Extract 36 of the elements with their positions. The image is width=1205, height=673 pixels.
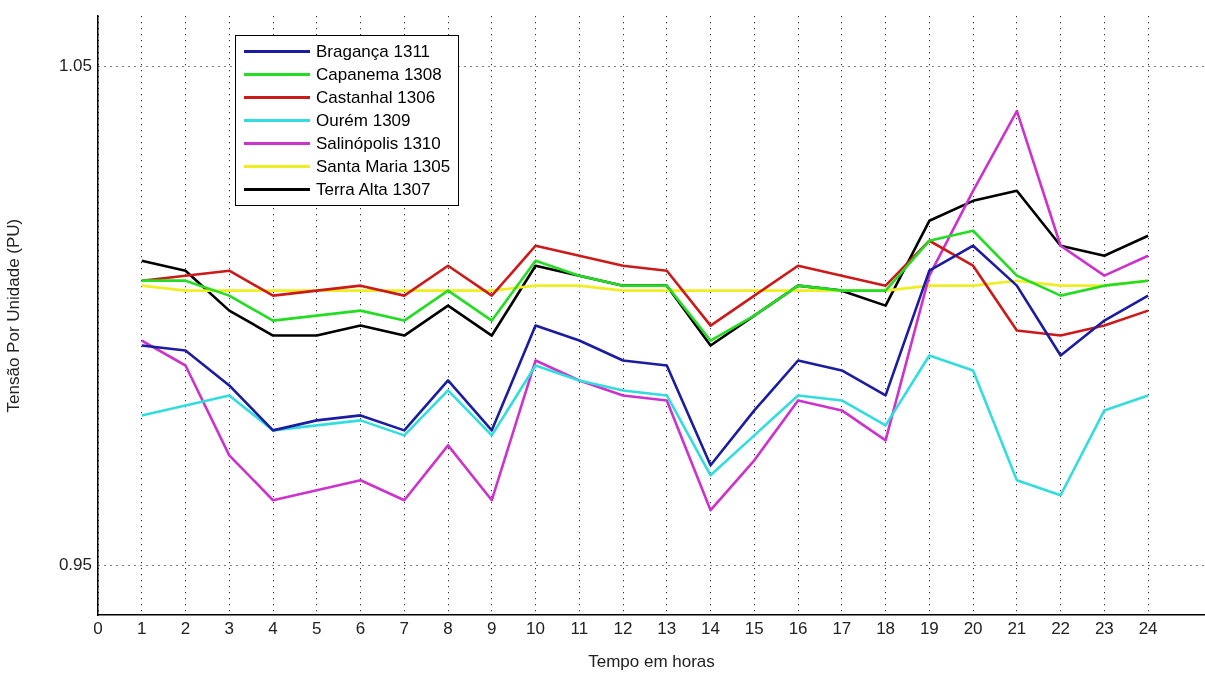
x-tick-label: 10 — [526, 618, 546, 638]
x-tick-label: 9 — [487, 618, 497, 638]
x-tick-label: 14 — [701, 618, 721, 638]
y-tick-label: 1.05 — [58, 55, 92, 75]
x-tick-label: 18 — [876, 618, 896, 638]
x-tick-label: 7 — [399, 618, 410, 638]
x-tick-label: 11 — [570, 618, 589, 638]
legend-label: Salinópolis 1310 — [316, 133, 441, 154]
x-tick-label: 0 — [93, 618, 103, 638]
x-tick-label: 15 — [744, 618, 764, 638]
x-tick-label: 8 — [443, 618, 453, 638]
legend-label: Castanhal 1306 — [316, 87, 436, 108]
x-tick-label: 12 — [613, 618, 633, 638]
x-tick-label: 2 — [180, 618, 191, 638]
x-tick-label: 3 — [224, 618, 234, 638]
x-tick-label: 6 — [355, 618, 366, 638]
x-tick-label: 17 — [832, 618, 852, 638]
legend-label: Bragança 1311 — [316, 41, 431, 62]
x-tick-label: 19 — [919, 618, 939, 638]
y-tick-label: 0.95 — [58, 554, 92, 574]
legend-label: Capanema 1308 — [316, 64, 442, 85]
x-tick-label: 21 — [1007, 618, 1027, 638]
legend-label: Terra Alta 1307 — [316, 179, 431, 200]
legend-label: Ourém 1309 — [316, 110, 411, 131]
x-tick-label: 22 — [1051, 618, 1071, 638]
x-tick-label: 16 — [788, 618, 808, 638]
x-tick-label: 20 — [963, 618, 983, 638]
x-tick-label: 24 — [1138, 618, 1158, 638]
x-tick-label: 5 — [312, 618, 322, 638]
legend-label: Santa Maria 1305 — [316, 156, 451, 177]
x-tick-label: 23 — [1094, 618, 1114, 638]
y-axis-title: Tensão Por Unidade (PU) — [3, 218, 23, 413]
x-tick-label: 4 — [268, 618, 278, 638]
x-axis-title: Tempo em horas — [588, 652, 715, 672]
x-tick-label: 1 — [137, 618, 147, 638]
x-tick-label: 13 — [657, 618, 677, 638]
